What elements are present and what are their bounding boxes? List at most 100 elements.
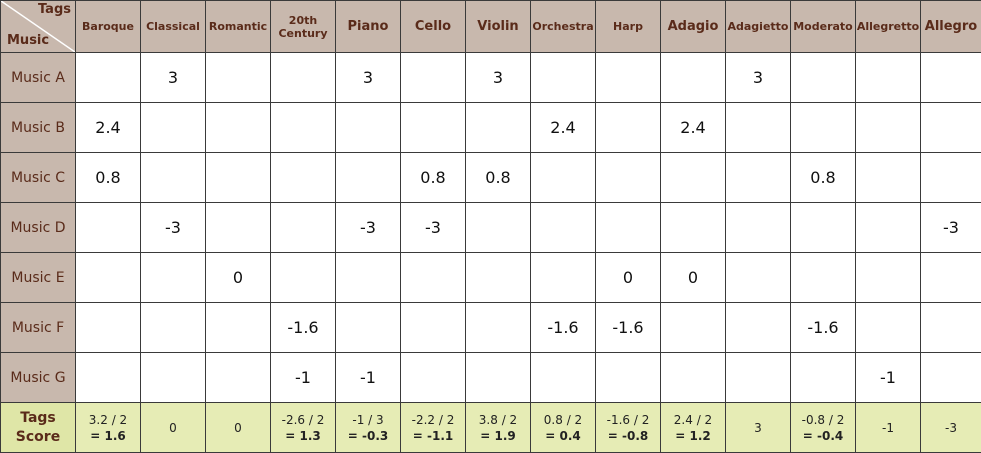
row-header: Music D xyxy=(1,203,76,253)
table-cell xyxy=(921,353,981,403)
score-cell: 0 xyxy=(141,403,206,453)
table-cell: -3 xyxy=(401,203,466,253)
table-cell xyxy=(466,203,531,253)
table-cell xyxy=(791,53,856,103)
table-cell xyxy=(271,203,336,253)
table-cell xyxy=(531,153,596,203)
table-cell xyxy=(726,303,791,353)
column-header: Orchestra xyxy=(531,1,596,53)
table-cell xyxy=(206,53,271,103)
score-cell: 3 xyxy=(726,403,791,453)
table-row: Music D-3-3-3-3 xyxy=(1,203,981,253)
table-row: Music F-1.6-1.6-1.6-1.6 xyxy=(1,303,981,353)
table-cell xyxy=(856,303,921,353)
table-cell xyxy=(791,253,856,303)
table-cell xyxy=(726,253,791,303)
score-fraction: 2.4 / 2 xyxy=(661,412,725,428)
table-cell: 0.8 xyxy=(401,153,466,203)
score-result: = -0.3 xyxy=(336,428,400,444)
table-cell xyxy=(76,353,141,403)
column-header: Allegro xyxy=(921,1,981,53)
table-cell xyxy=(206,103,271,153)
score-cell: 0.8 / 2= 0.4 xyxy=(531,403,596,453)
table-cell xyxy=(141,253,206,303)
table-cell xyxy=(466,103,531,153)
corner-music-label: Music xyxy=(7,33,49,48)
row-header: Music E xyxy=(1,253,76,303)
table-cell xyxy=(141,103,206,153)
table-cell xyxy=(661,303,726,353)
table-cell xyxy=(466,253,531,303)
table-cell xyxy=(206,353,271,403)
score-result: = 1.3 xyxy=(271,428,335,444)
column-header: Allegretto xyxy=(856,1,921,53)
table-cell xyxy=(336,153,401,203)
table-cell: -1.6 xyxy=(596,303,661,353)
table-cell: -3 xyxy=(141,203,206,253)
corner-tags-label: Tags xyxy=(38,2,71,17)
column-header: Romantic xyxy=(206,1,271,53)
table-cell: 3 xyxy=(141,53,206,103)
column-header: Classical xyxy=(141,1,206,53)
table-cell xyxy=(76,53,141,103)
table-cell xyxy=(531,203,596,253)
table-cell: 0.8 xyxy=(76,153,141,203)
table-cell: 0 xyxy=(596,253,661,303)
row-header: Music F xyxy=(1,303,76,353)
column-header: Baroque xyxy=(76,1,141,53)
table-cell xyxy=(596,353,661,403)
table-cell xyxy=(791,103,856,153)
score-cell: -1 xyxy=(856,403,921,453)
table-cell: 2.4 xyxy=(661,103,726,153)
table-cell: 0.8 xyxy=(466,153,531,203)
score-fraction: -2.2 / 2 xyxy=(401,412,465,428)
score-cell: -2.6 / 2= 1.3 xyxy=(271,403,336,453)
score-row-header: Tags Score xyxy=(1,403,76,453)
column-header: Violin xyxy=(466,1,531,53)
table-cell xyxy=(791,203,856,253)
table-cell xyxy=(726,203,791,253)
table-cell: 0 xyxy=(661,253,726,303)
score-cell: -1 / 3= -0.3 xyxy=(336,403,401,453)
table-cell xyxy=(336,253,401,303)
table-cell xyxy=(271,53,336,103)
table-cell xyxy=(921,253,981,303)
row-header: Music B xyxy=(1,103,76,153)
score-fraction: 0.8 / 2 xyxy=(531,412,595,428)
table-cell: -1.6 xyxy=(531,303,596,353)
row-header: Music G xyxy=(1,353,76,403)
column-header: Cello xyxy=(401,1,466,53)
table-cell: -1.6 xyxy=(791,303,856,353)
table-cell xyxy=(921,303,981,353)
table-cell: 3 xyxy=(336,53,401,103)
score-fraction: 0 xyxy=(141,420,205,436)
score-cell: -2.2 / 2= -1.1 xyxy=(401,403,466,453)
score-fraction: -2.6 / 2 xyxy=(271,412,335,428)
table-cell xyxy=(726,153,791,203)
table-cell: -3 xyxy=(336,203,401,253)
table-cell xyxy=(661,153,726,203)
table-cell xyxy=(921,53,981,103)
score-fraction: -0.8 / 2 xyxy=(791,412,855,428)
score-cell: 2.4 / 2= 1.2 xyxy=(661,403,726,453)
score-fraction: -3 xyxy=(921,420,981,436)
table-cell xyxy=(596,153,661,203)
score-result: = 1.9 xyxy=(466,428,530,444)
score-result: = -0.4 xyxy=(791,428,855,444)
table-cell xyxy=(726,353,791,403)
table-cell xyxy=(76,253,141,303)
table-cell xyxy=(531,253,596,303)
table-cell xyxy=(141,153,206,203)
table-cell xyxy=(141,303,206,353)
table-cell xyxy=(466,303,531,353)
table-cell xyxy=(661,353,726,403)
score-cell: 3.2 / 2= 1.6 xyxy=(76,403,141,453)
column-header: 20th Century xyxy=(271,1,336,53)
table-cell xyxy=(401,303,466,353)
table-cell: 3 xyxy=(466,53,531,103)
